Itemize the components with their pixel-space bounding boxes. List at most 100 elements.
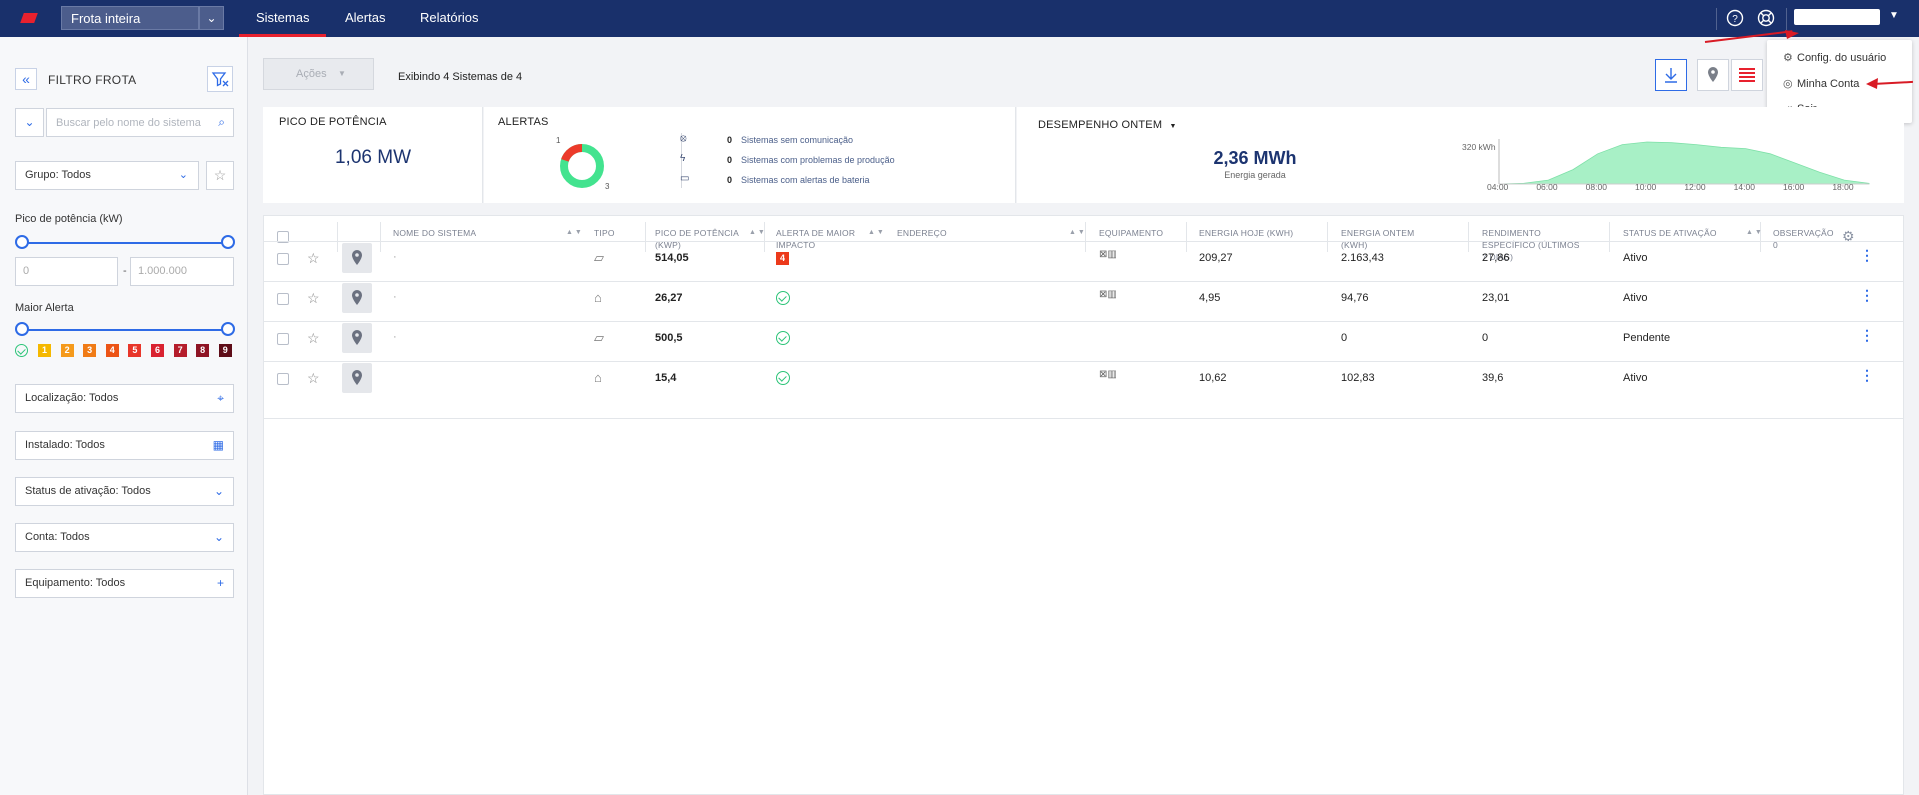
system-pin-icon[interactable] <box>342 323 372 353</box>
row-menu-icon[interactable]: ⋮ <box>1860 367 1874 383</box>
collapse-sidebar-icon[interactable]: « <box>15 68 37 90</box>
system-name[interactable]: · <box>393 251 397 263</box>
favorite-star-icon[interactable]: ☆ <box>307 250 320 266</box>
alert-level-chip-3[interactable]: 3 <box>83 344 97 357</box>
tab-relatorios[interactable]: Relatórios <box>420 10 479 25</box>
tab-sistemas[interactable]: Sistemas <box>239 0 327 37</box>
sort-arrows-icon[interactable]: ▲ ▼ <box>566 229 582 236</box>
brand-logo[interactable] <box>20 13 38 23</box>
row-checkbox[interactable] <box>277 253 289 265</box>
column-header-address[interactable]: ENDEREÇO <box>897 228 947 238</box>
alert-level-chip-1[interactable]: 1 <box>38 344 51 357</box>
inverter-icon[interactable]: ⊠▥ <box>1099 289 1117 300</box>
list-view-button[interactable] <box>1731 59 1763 91</box>
sort-arrows-icon[interactable]: ▲ ▼ <box>1746 229 1762 236</box>
sort-arrows-icon[interactable]: ▲ ▼ <box>1069 229 1085 236</box>
peak-slider-track[interactable] <box>22 242 228 244</box>
map-view-button[interactable] <box>1697 59 1729 91</box>
row-checkbox[interactable] <box>277 373 289 385</box>
system-pin-icon[interactable] <box>342 243 372 273</box>
alert-slider-track[interactable] <box>22 329 228 331</box>
column-separator <box>1186 222 1187 252</box>
activation-filter-label: Status de ativação: Todos <box>25 485 151 497</box>
user-menu-caret-icon[interactable]: ▼ <box>1889 10 1899 21</box>
row-menu-icon[interactable]: ⋮ <box>1860 327 1874 343</box>
equipment-filter[interactable]: Equipamento: Todos + <box>15 569 234 598</box>
menu-item-my-account[interactable]: ◎ Minha Conta <box>1783 77 1859 90</box>
row-checkbox[interactable] <box>277 293 289 305</box>
sort-arrows-icon[interactable]: ▲ ▼ <box>749 229 765 236</box>
column-header-status[interactable]: STATUS DE ATIVAÇÃO <box>1623 228 1717 238</box>
caret-down-icon: ▼ <box>1169 123 1177 130</box>
sort-arrows-icon[interactable]: ▲ ▼ <box>868 229 884 236</box>
actions-button[interactable]: Ações ▼ <box>263 58 374 90</box>
menu-item-label: Config. do usuário <box>1797 52 1887 64</box>
alert-level-chip-9[interactable]: 9 <box>218 344 232 357</box>
peak-min-input[interactable]: 0 <box>15 257 118 286</box>
chevron-down-icon: ⌄ <box>178 169 188 181</box>
tab-alertas[interactable]: Alertas <box>345 10 386 25</box>
select-all-checkbox[interactable] <box>277 231 289 243</box>
column-header-yield[interactable]: RENDIMENTO ESPECÍFICO (ÚLTIMOS 7 DIAS) <box>1482 228 1580 262</box>
fleet-select-caret-icon[interactable]: ⌄ <box>199 6 224 30</box>
download-button[interactable] <box>1655 59 1687 91</box>
row-menu-icon[interactable]: ⋮ <box>1860 247 1874 263</box>
column-header-obs[interactable]: OBSERVAÇÃO <box>1773 228 1834 238</box>
alert-level-chip-5[interactable]: 5 <box>128 344 142 357</box>
alert-level-chip-7[interactable]: 7 <box>173 344 187 357</box>
menu-item-user-config[interactable]: ⚙ Config. do usuário <box>1783 51 1886 64</box>
alert-level-chip-4[interactable]: 4 <box>105 344 119 357</box>
search-mode-dropdown[interactable]: ⌄ <box>15 108 44 137</box>
ok-check-icon <box>776 371 790 385</box>
user-name-button[interactable] <box>1794 9 1880 25</box>
column-header-yesterday[interactable]: ENERGIA ONTEM (KWH) <box>1341 228 1415 250</box>
location-filter[interactable]: Localização: Todos ⌖ <box>15 384 234 413</box>
settings-gear-icon[interactable]: ⚙ <box>1842 228 1855 244</box>
equipment-filter-label: Equipamento: Todos <box>25 577 126 589</box>
peak-power-value: 26,27 <box>655 292 683 304</box>
support-icon[interactable] <box>1757 9 1775 27</box>
clear-filter-icon[interactable] <box>207 66 233 92</box>
alert-level-chip-2[interactable]: 2 <box>60 344 74 357</box>
system-name[interactable]: · <box>393 331 397 343</box>
alerts-card: ALERTAS 1 3 <box>484 107 1016 203</box>
inverter-icon[interactable]: ⊠▥ <box>1099 249 1117 260</box>
column-header-alert[interactable]: ALERTA DE MAIOR IMPACTO <box>776 228 856 250</box>
activation-status-filter[interactable]: Status de ativação: Todos ⌄ <box>15 477 234 506</box>
alert-level-chip-8[interactable]: 8 <box>196 344 210 357</box>
column-header-equipment[interactable]: EQUIPAMENTO <box>1099 228 1164 238</box>
system-pin-icon[interactable] <box>342 283 372 313</box>
column-header-peak[interactable]: PICO DE POTÊNCIA (KWP) <box>655 228 739 250</box>
performance-dropdown[interactable]: DESEMPENHO ONTEM ▼ <box>1038 119 1177 131</box>
peak-slider-max-handle[interactable] <box>221 235 235 249</box>
peak-power-value: 1,06 MW <box>334 147 412 168</box>
fleet-select[interactable]: Frota inteira <box>61 6 199 30</box>
peak-slider-min-handle[interactable] <box>15 235 29 249</box>
row-menu-icon[interactable]: ⋮ <box>1860 287 1874 303</box>
column-header-type[interactable]: TIPO <box>594 228 615 238</box>
installed-filter[interactable]: Instalado: Todos ▦ <box>15 431 234 460</box>
alert-slider-min-handle[interactable] <box>15 322 29 336</box>
favorite-group-star-icon[interactable]: ☆ <box>206 161 234 190</box>
search-input[interactable]: Buscar pelo nome do sistema ⌕ <box>46 108 234 137</box>
alert-badge[interactable]: 4 <box>776 252 789 265</box>
column-header-name[interactable]: NOME DO SISTEMA <box>393 228 477 238</box>
chevron-down-icon: ⌄ <box>213 484 224 498</box>
system-pin-icon[interactable] <box>342 363 372 393</box>
inverter-icon[interactable]: ⊠▥ <box>1099 369 1117 380</box>
peak-max-input[interactable]: 1.000.000 <box>130 257 234 286</box>
account-filter[interactable]: Conta: Todos ⌄ <box>15 523 234 552</box>
help-icon[interactable]: ? <box>1726 9 1744 27</box>
column-header-today[interactable]: ENERGIA HOJE (KWH) <box>1199 228 1294 238</box>
system-name[interactable]: · <box>393 291 397 303</box>
systems-table <box>263 215 1904 795</box>
row-divider <box>264 361 1903 362</box>
favorite-star-icon[interactable]: ☆ <box>307 290 320 306</box>
alert-slider-max-handle[interactable] <box>221 322 235 336</box>
favorite-star-icon[interactable]: ☆ <box>307 370 320 386</box>
alert-level-chip-6[interactable]: 6 <box>151 344 164 357</box>
favorite-star-icon[interactable]: ☆ <box>307 330 320 346</box>
search-icon[interactable]: ⌕ <box>218 115 225 129</box>
group-select[interactable]: Grupo: Todos ⌄ <box>15 161 199 190</box>
row-checkbox[interactable] <box>277 333 289 345</box>
